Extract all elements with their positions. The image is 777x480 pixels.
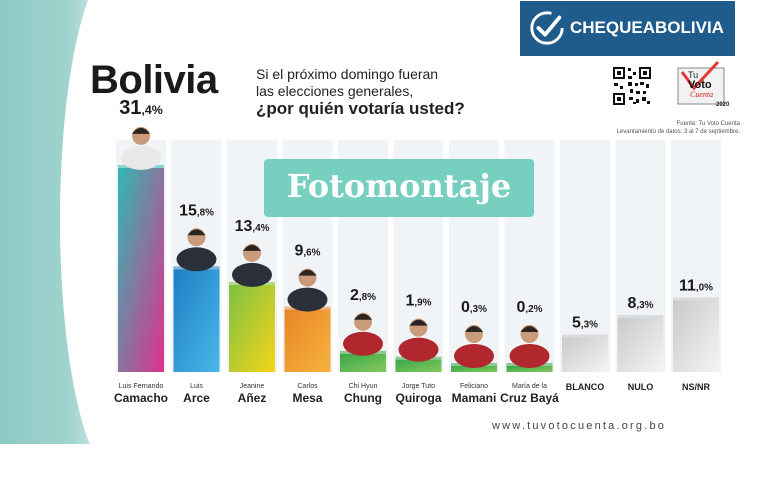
value-label: 5,3% <box>572 315 598 332</box>
category-label-line-1: Jeanine <box>240 383 265 390</box>
value-label: 1,9% <box>406 293 432 310</box>
category-label-line-1: Feliciano <box>460 383 488 390</box>
candidate-photo <box>454 325 494 368</box>
ballot-box-icon: Tu Voto Cuenta 2020 <box>677 60 730 108</box>
category-label-line-2: Camacho <box>114 391 168 405</box>
hair-shape <box>465 326 483 332</box>
bar <box>173 269 220 372</box>
candidate-photo <box>398 318 439 362</box>
value-label: 15,8% <box>179 202 214 219</box>
candidate-photo <box>176 228 217 272</box>
torso-shape <box>176 247 217 272</box>
bars-layer <box>118 164 719 372</box>
hair-shape <box>132 127 150 134</box>
question-line-1: Si el próximo domingo fueran <box>256 66 439 82</box>
candidate-photo <box>232 243 272 287</box>
value-label: 0,3% <box>461 299 487 316</box>
candidate-photos-layer <box>121 126 550 368</box>
page-title: Bolivia <box>90 58 218 102</box>
category-label-line-1: María de la <box>512 383 547 390</box>
hair-shape <box>298 269 317 276</box>
hair-shape <box>520 326 539 332</box>
bar-cap <box>673 297 719 301</box>
logo-line-1: Tu <box>688 70 698 80</box>
column-background <box>560 140 610 372</box>
candidate-photo <box>121 126 161 170</box>
category-label-line-1: Jorge Tuto <box>402 383 435 390</box>
bar-cap <box>562 334 608 338</box>
chequea-bolivia-badge: CHEQUEABOLIVIA <box>520 1 735 56</box>
value-label: 9,6% <box>295 243 321 260</box>
question-line-2: las elecciones generales, <box>256 83 414 99</box>
source-line-2: Levantamiento de datos: 3 al 7 de septie… <box>616 129 740 135</box>
value-label: 13,4% <box>235 218 270 235</box>
value-label: 11,0% <box>679 278 713 295</box>
qr-code-icon <box>612 66 652 106</box>
logo-year: 2020 <box>716 102 730 108</box>
candidate-photo <box>287 268 328 312</box>
checkmark-logo-icon <box>530 11 564 45</box>
category-label-line-2: Cruz Bayá <box>500 391 559 405</box>
source-line-1: Fuente: Tu Voto Cuenta <box>676 121 740 127</box>
value-labels-layer: 31,4% 15,8% 13,4% 9,6% 2,8% 1,9% 0,3% 0,2% 5,3% 8… <box>119 97 713 332</box>
candidate-photo <box>343 312 383 356</box>
torso-shape <box>343 331 383 356</box>
question-line-3: ¿por quién votaría usted? <box>256 99 465 118</box>
value-label: 0,2% <box>517 299 543 316</box>
category-label: NS/NR <box>682 382 711 392</box>
value-label: 2,8% <box>350 287 376 304</box>
value-label: 8,3% <box>628 295 654 312</box>
fotomontaje-text: Fotomontaje <box>286 167 512 205</box>
torso-shape <box>232 262 272 287</box>
bar <box>340 353 386 372</box>
category-label-line-1: Chi Hyun <box>349 383 378 390</box>
torso-shape <box>454 344 494 368</box>
category-label-line-1: Luis <box>190 383 203 390</box>
candidate-photo <box>509 325 550 368</box>
bar <box>284 309 331 372</box>
fotomontaje-stamp: Fotomontaje <box>264 159 534 217</box>
category-label-line-2: Arce <box>183 391 210 405</box>
bar <box>617 318 664 372</box>
category-label-line-2: Mesa <box>292 391 322 405</box>
hair-shape <box>409 319 428 326</box>
bar <box>562 337 608 372</box>
logo-line-3: Cuenta <box>690 90 713 99</box>
bar <box>451 366 497 372</box>
torso-shape <box>398 337 439 362</box>
hair-shape <box>354 313 372 320</box>
category-label: NULO <box>628 382 654 392</box>
bar <box>118 167 164 372</box>
tu-voto-cuenta-logo: Tu Voto Cuenta 2020 <box>676 58 738 108</box>
bar-chart: 31,4% 15,8% 13,4% 9,6% 2,8% 1,9% 0,3% 0,2% 5,3% 8… <box>114 97 721 405</box>
category-label-line-2: Quiroga <box>395 391 441 405</box>
category-label-line-2: Mamani <box>452 391 497 405</box>
logo-line-2: Voto <box>688 79 712 91</box>
category-label-line-1: Carlos <box>297 383 318 390</box>
bar <box>673 300 719 372</box>
chequea-bolivia-brand: CHEQUEABOLIVIA <box>570 18 724 37</box>
torso-shape <box>509 344 550 368</box>
value-label: 31,4% <box>119 97 163 119</box>
torso-shape <box>287 287 328 312</box>
hair-shape <box>243 244 261 251</box>
bar <box>229 284 275 372</box>
category-label-line-2: Chung <box>344 391 382 405</box>
footer-url: www.tuvotocuenta.org.bo <box>492 420 667 432</box>
data-source-note: Fuente: Tu Voto Cuenta Levantamiento de … <box>600 120 740 136</box>
category-label-line-2: Añez <box>238 391 267 405</box>
survey-question: Si el próximo domingo fueran las eleccio… <box>256 66 526 117</box>
bar <box>506 366 553 372</box>
bar <box>395 359 442 372</box>
torso-shape <box>121 145 161 170</box>
category-label: BLANCO <box>566 382 605 392</box>
bar-cap <box>617 315 664 319</box>
hair-shape <box>187 229 206 236</box>
category-label-line-1: Luis Fernando <box>119 383 164 390</box>
